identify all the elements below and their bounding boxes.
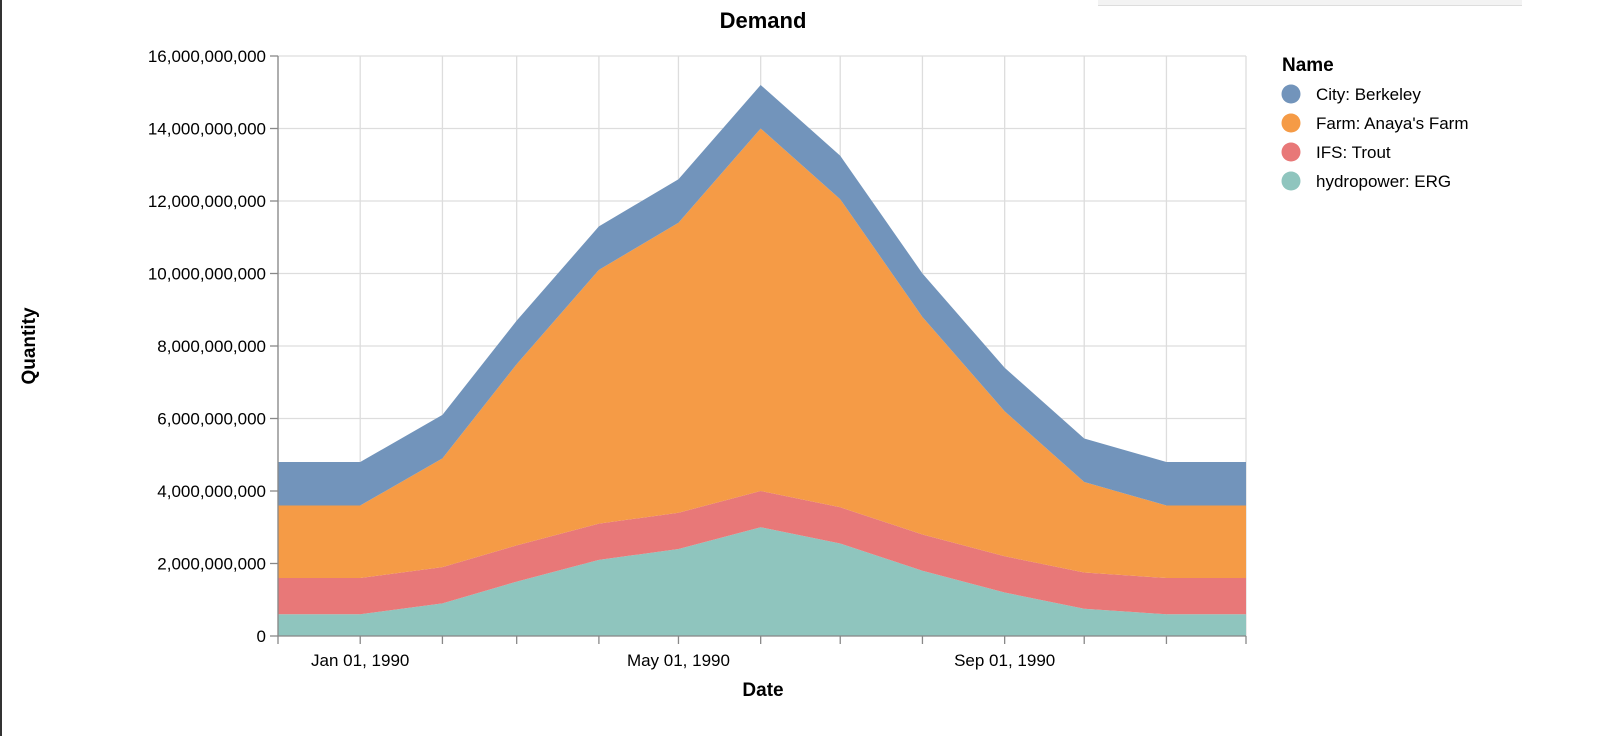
legend-title: Name	[1282, 55, 1334, 76]
area-hydropower-erg	[278, 527, 1246, 636]
area-series	[278, 85, 1246, 636]
legend-label: hydropower: ERG	[1316, 172, 1451, 191]
y-tick-label: 10,000,000,000	[148, 265, 266, 284]
y-tick-label: 2,000,000,000	[157, 555, 266, 574]
y-tick-label: 14,000,000,000	[148, 120, 266, 139]
y-axis-title: Quantity	[19, 307, 40, 384]
legend-swatch	[1281, 171, 1301, 191]
x-tick-label: May 01, 1990	[627, 651, 730, 670]
area-farm-anaya-s-farm	[278, 128, 1246, 578]
chart-title: Demand	[720, 8, 807, 33]
x-axis-title: Date	[742, 680, 783, 701]
y-tick-label: 4,000,000,000	[157, 482, 266, 501]
legend-label: City: Berkeley	[1316, 85, 1421, 104]
x-tick-label: Jan 01, 1990	[311, 651, 409, 670]
legend-label: IFS: Trout	[1316, 143, 1391, 162]
top-toolbar-strip	[1098, 0, 1522, 6]
y-tick-label: 16,000,000,000	[148, 47, 266, 66]
legend-swatch	[1281, 84, 1301, 104]
area-ifs-trout	[278, 491, 1246, 615]
y-tick-label: 6,000,000,000	[157, 410, 266, 429]
y-tick-label: 8,000,000,000	[157, 337, 266, 356]
axes: 0 2,000,000,000 4,000,000,000 6,000,000,000…	[148, 47, 1247, 670]
y-tick-label: 0	[257, 627, 266, 646]
legend-label: Farm: Anaya's Farm	[1316, 114, 1469, 133]
legend: Name City: Berkeley Farm: Anaya's Farm IFS…	[1281, 55, 1469, 191]
area-city-berkeley	[278, 85, 1246, 506]
x-tick-label: Sep 01, 1990	[954, 651, 1055, 670]
legend-swatch	[1281, 113, 1301, 133]
y-tick-label: 12,000,000,000	[148, 192, 266, 211]
window-left-border	[0, 0, 2, 736]
legend-swatch	[1281, 142, 1301, 162]
